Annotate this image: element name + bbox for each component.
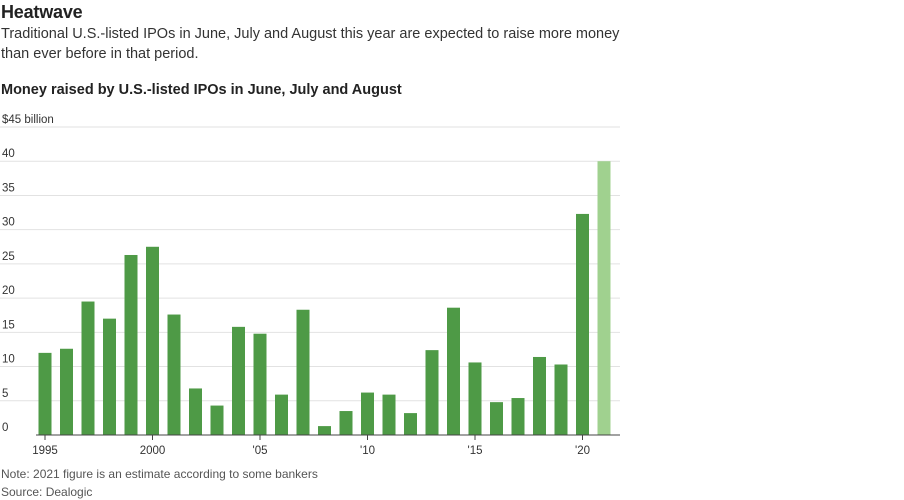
y-tick-label: 25 bbox=[2, 251, 15, 263]
bar-2005 bbox=[253, 333, 267, 435]
y-tick-label: 15 bbox=[2, 319, 15, 331]
y-tick-label: 30 bbox=[2, 217, 15, 229]
bar-2000 bbox=[146, 246, 159, 435]
bar-2004 bbox=[232, 326, 245, 435]
bar-2009 bbox=[339, 411, 353, 435]
bar-2018 bbox=[533, 356, 546, 435]
y-tick-label: 20 bbox=[2, 285, 15, 297]
x-tick-label: '10 bbox=[360, 445, 375, 457]
y-tick-label: 35 bbox=[2, 182, 15, 194]
gridlines: $45 billion 40 35 30 25 20 15 10 5 0 bbox=[0, 114, 620, 434]
bar-chart: $45 billion 40 35 30 25 20 15 10 5 0 1995 2000 '05 '… bbox=[0, 114, 620, 457]
bar-2021 bbox=[597, 161, 611, 435]
bar-2020 bbox=[576, 213, 589, 435]
y-tick-label: $45 billion bbox=[2, 114, 54, 126]
bar-2006 bbox=[275, 394, 288, 435]
x-tick-label: 2000 bbox=[140, 445, 166, 457]
x-tick-label: '15 bbox=[468, 445, 483, 457]
bar-2008 bbox=[318, 426, 331, 435]
bar-2014 bbox=[447, 307, 460, 435]
x-tick-label: '20 bbox=[575, 445, 590, 457]
bar-1996 bbox=[60, 348, 73, 435]
bar-2007 bbox=[296, 309, 310, 435]
dek: Traditional U.S.-listed IPOs in June, Ju… bbox=[1, 26, 620, 62]
headline: Heatwave bbox=[1, 2, 83, 22]
bar-2016 bbox=[490, 402, 503, 435]
chart-title: Money raised by U.S.-listed IPOs in June… bbox=[1, 82, 402, 98]
bar-1995 bbox=[38, 352, 52, 435]
bar-2003 bbox=[210, 405, 224, 435]
bar-2013 bbox=[425, 350, 439, 435]
note: Note: 2021 figure is an estimate accordi… bbox=[1, 467, 318, 481]
bar-2011 bbox=[382, 394, 396, 435]
x-tick-label: '05 bbox=[253, 445, 268, 457]
bar-2019 bbox=[554, 364, 568, 435]
bars bbox=[38, 161, 611, 435]
bar-2012 bbox=[404, 413, 417, 435]
bar-1998 bbox=[103, 318, 116, 435]
y-tick-label: 10 bbox=[2, 354, 15, 366]
y-tick-label: 40 bbox=[2, 148, 15, 160]
y-tick-label: 5 bbox=[2, 388, 8, 400]
bar-2010 bbox=[361, 392, 374, 435]
bar-2002 bbox=[189, 388, 202, 435]
bar-2017 bbox=[511, 398, 525, 435]
source: Source: Dealogic bbox=[1, 485, 93, 499]
x-axis: 1995 2000 '05 '10 '15 '20 bbox=[32, 434, 620, 457]
x-tick-label: 1995 bbox=[32, 445, 58, 457]
bar-2001 bbox=[167, 314, 181, 435]
bar-1997 bbox=[81, 301, 95, 435]
bar-1999 bbox=[124, 254, 138, 435]
bar-2015 bbox=[468, 362, 482, 435]
y-tick-label: 0 bbox=[2, 422, 8, 434]
